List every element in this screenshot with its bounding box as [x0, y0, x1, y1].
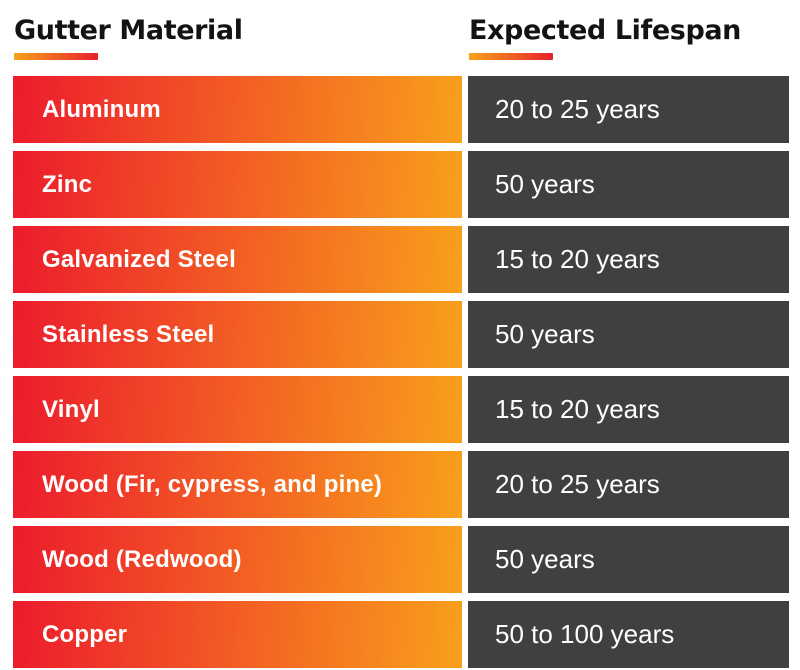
lifespan-column-title: Expected Lifespan — [469, 15, 742, 46]
table-row: Stainless Steel 50 years — [13, 301, 789, 368]
material-cell: Vinyl — [13, 376, 462, 443]
lifespan-header-column: Expected Lifespan — [468, 16, 789, 68]
table-row: Vinyl 15 to 20 years — [13, 376, 789, 443]
table-row: Copper 50 to 100 years — [13, 601, 789, 668]
material-cell: Wood (Fir, cypress, and pine) — [13, 451, 462, 518]
lifespan-cell: 50 years — [468, 151, 789, 218]
material-column-title: Gutter Material — [14, 15, 243, 46]
lifespan-cell: 20 to 25 years — [468, 76, 789, 143]
material-cell: Copper — [13, 601, 462, 668]
lifespan-cell: 15 to 20 years — [468, 226, 789, 293]
material-cell: Wood (Redwood) — [13, 526, 462, 593]
lifespan-heading-underline — [469, 53, 553, 60]
table-row: Zinc 50 years — [13, 151, 789, 218]
lifespan-cell: 50 years — [468, 526, 789, 593]
lifespan-cell: 50 to 100 years — [468, 601, 789, 668]
table-row: Wood (Fir, cypress, and pine) 20 to 25 y… — [13, 451, 789, 518]
lifespan-cell: 15 to 20 years — [468, 376, 789, 443]
material-cell: Galvanized Steel — [13, 226, 462, 293]
table-row: Wood (Redwood) 50 years — [13, 526, 789, 593]
material-cell: Aluminum — [13, 76, 462, 143]
lifespan-cell: 50 years — [468, 301, 789, 368]
table-row: Galvanized Steel 15 to 20 years — [13, 226, 789, 293]
table-body: Aluminum 20 to 25 years Zinc 50 years Ga… — [13, 76, 789, 668]
material-cell: Zinc — [13, 151, 462, 218]
table-row: Aluminum 20 to 25 years — [13, 76, 789, 143]
material-header-column: Gutter Material — [13, 16, 468, 68]
material-heading-underline — [14, 53, 98, 60]
table-header-row: Gutter Material Expected Lifespan — [13, 16, 789, 68]
lifespan-cell: 20 to 25 years — [468, 451, 789, 518]
material-cell: Stainless Steel — [13, 301, 462, 368]
